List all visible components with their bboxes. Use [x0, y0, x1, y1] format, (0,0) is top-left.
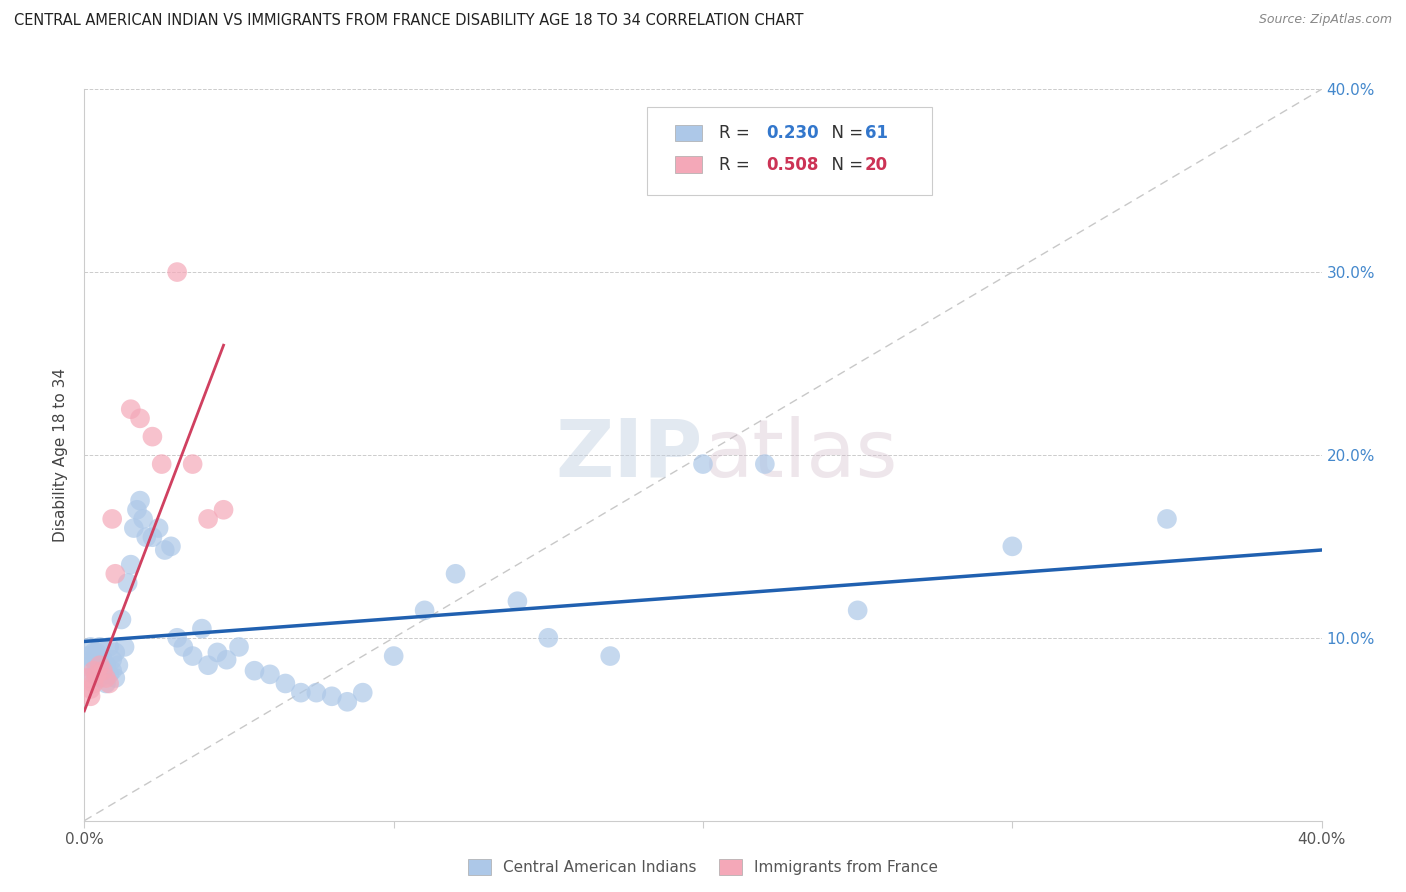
Text: R =: R =	[718, 124, 755, 142]
Text: 20: 20	[865, 155, 889, 174]
Point	[1001, 539, 1024, 553]
Point	[89, 640, 111, 654]
Text: ZIP: ZIP	[555, 416, 703, 494]
Point	[101, 653, 124, 667]
Point	[212, 502, 235, 516]
Point	[141, 430, 163, 444]
Point	[181, 649, 204, 664]
Point	[91, 653, 114, 667]
Point	[846, 603, 869, 617]
Point	[94, 676, 117, 690]
FancyBboxPatch shape	[647, 108, 932, 195]
Point	[336, 695, 359, 709]
Legend: Central American Indians, Immigrants from France: Central American Indians, Immigrants fro…	[468, 859, 938, 875]
Point	[122, 521, 145, 535]
Point	[599, 649, 621, 664]
Point	[181, 457, 204, 471]
Point	[114, 640, 136, 654]
Text: atlas: atlas	[703, 416, 897, 494]
FancyBboxPatch shape	[675, 125, 702, 141]
Point	[129, 493, 152, 508]
Point	[274, 676, 297, 690]
Point	[207, 645, 229, 659]
Point	[110, 613, 132, 627]
Point	[150, 457, 173, 471]
Point	[129, 411, 152, 425]
Point	[506, 594, 529, 608]
Point	[197, 658, 219, 673]
Text: N =: N =	[821, 155, 868, 174]
Point	[89, 671, 111, 685]
Point	[86, 667, 108, 681]
Y-axis label: Disability Age 18 to 34: Disability Age 18 to 34	[53, 368, 69, 542]
Point	[215, 653, 238, 667]
Text: N =: N =	[821, 124, 868, 142]
Point	[86, 658, 108, 673]
Text: 61: 61	[865, 124, 889, 142]
FancyBboxPatch shape	[675, 156, 702, 172]
Point	[132, 512, 155, 526]
Point	[98, 667, 121, 681]
Point	[166, 631, 188, 645]
Point	[537, 631, 560, 645]
Point	[135, 530, 157, 544]
Point	[120, 402, 142, 417]
Point	[120, 558, 142, 572]
Point	[160, 539, 183, 553]
Point	[382, 649, 405, 664]
Point	[83, 664, 105, 678]
Point	[692, 457, 714, 471]
Point	[101, 664, 124, 678]
Point	[91, 664, 114, 678]
Point	[79, 690, 101, 704]
Point	[79, 681, 101, 696]
Point	[76, 671, 98, 685]
Point	[172, 640, 194, 654]
Point	[107, 658, 129, 673]
Point	[94, 671, 117, 685]
Text: R =: R =	[718, 155, 755, 174]
Point	[98, 640, 121, 654]
Point	[444, 566, 467, 581]
Point	[104, 566, 127, 581]
Point	[104, 671, 127, 685]
Point	[148, 521, 170, 535]
Point	[89, 658, 111, 673]
Point	[259, 667, 281, 681]
Point	[83, 676, 105, 690]
Point	[91, 664, 114, 678]
Point	[166, 265, 188, 279]
Point	[1156, 512, 1178, 526]
Point	[79, 658, 101, 673]
Point	[76, 649, 98, 664]
Point	[83, 653, 105, 667]
Point	[141, 530, 163, 544]
Point	[86, 645, 108, 659]
Point	[228, 640, 250, 654]
Point	[83, 645, 105, 659]
Point	[290, 685, 312, 699]
Point	[191, 622, 214, 636]
Point	[243, 664, 266, 678]
Point	[117, 576, 139, 591]
Text: 0.508: 0.508	[766, 155, 818, 174]
Text: Source: ZipAtlas.com: Source: ZipAtlas.com	[1258, 13, 1392, 27]
Point	[413, 603, 436, 617]
Point	[125, 502, 148, 516]
Point	[754, 457, 776, 471]
Point	[153, 543, 176, 558]
Point	[79, 640, 101, 654]
Point	[104, 645, 127, 659]
Point	[321, 690, 343, 704]
Point	[305, 685, 328, 699]
Point	[98, 676, 121, 690]
Point	[197, 512, 219, 526]
Point	[101, 512, 124, 526]
Point	[83, 667, 105, 681]
Text: 0.230: 0.230	[766, 124, 818, 142]
Point	[94, 658, 117, 673]
Point	[352, 685, 374, 699]
Text: CENTRAL AMERICAN INDIAN VS IMMIGRANTS FROM FRANCE DISABILITY AGE 18 TO 34 CORREL: CENTRAL AMERICAN INDIAN VS IMMIGRANTS FR…	[14, 13, 804, 29]
